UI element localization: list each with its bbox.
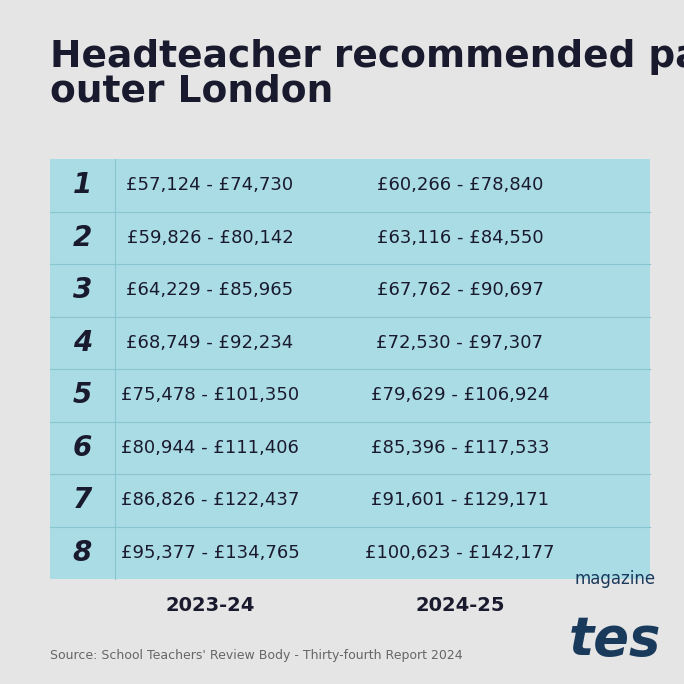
Text: £85,396 - £117,533: £85,396 - £117,533 [371,438,549,457]
Bar [50,159,650,579]
Text: outer London: outer London [50,74,333,110]
Text: £64,229 - £85,965: £64,229 - £85,965 [127,281,293,300]
Text: £80,944 - £111,406: £80,944 - £111,406 [121,438,299,457]
Text: £72,530 - £97,307: £72,530 - £97,307 [376,334,544,352]
Text: 8: 8 [73,539,92,567]
Text: £86,826 - £122,437: £86,826 - £122,437 [121,491,299,510]
Text: 2: 2 [73,224,92,252]
Text: £63,116 - £84,550: £63,116 - £84,550 [377,228,543,247]
Text: £57,124 - £74,730: £57,124 - £74,730 [127,176,293,194]
Text: 4: 4 [73,329,92,357]
Text: £67,762 - £90,697: £67,762 - £90,697 [377,281,543,300]
Text: £59,826 - £80,142: £59,826 - £80,142 [127,228,293,247]
Text: £95,377 - £134,765: £95,377 - £134,765 [120,544,300,562]
Text: 1: 1 [73,171,92,199]
Text: Headteacher recommended pay,: Headteacher recommended pay, [50,39,684,75]
Text: magazine: magazine [575,570,655,588]
Text: 3: 3 [73,276,92,304]
Text: £91,601 - £129,171: £91,601 - £129,171 [371,491,549,510]
Text: 6: 6 [73,434,92,462]
Text: £79,629 - £106,924: £79,629 - £106,924 [371,386,549,404]
Text: 7: 7 [73,486,92,514]
Text: Source: School Teachers' Review Body - Thirty-fourth Report 2024: Source: School Teachers' Review Body - T… [50,649,462,662]
Text: £60,266 - £78,840: £60,266 - £78,840 [377,176,543,194]
Text: £75,478 - £101,350: £75,478 - £101,350 [121,386,299,404]
Text: 2023-24: 2023-24 [166,596,254,615]
Text: tes: tes [569,614,661,666]
Text: 5: 5 [73,381,92,409]
Text: £100,623 - £142,177: £100,623 - £142,177 [365,544,555,562]
Text: 2024-25: 2024-25 [415,596,505,615]
Text: £68,749 - £92,234: £68,749 - £92,234 [127,334,293,352]
